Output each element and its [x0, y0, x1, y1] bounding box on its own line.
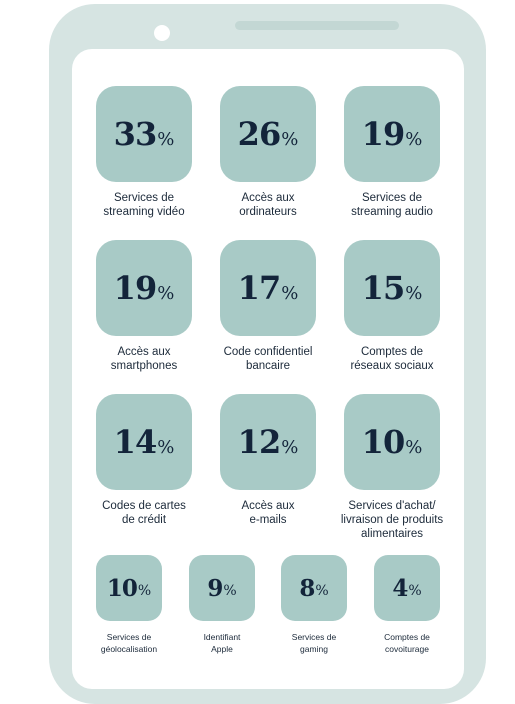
stat-unit: % [405, 128, 423, 150]
stat-label-line: streaming vidéo [103, 206, 185, 218]
stat-unit: % [281, 128, 299, 150]
stat-label-line: Code confidentiel [223, 346, 313, 358]
stat-tile-small: 9% [189, 555, 255, 621]
stat-label: Comptes de réseaux sociaux [322, 345, 462, 373]
stat-unit: % [281, 436, 299, 458]
stat-unit: % [223, 583, 237, 599]
stat-label-line: Codes de cartes [102, 500, 186, 512]
stat-tile: 10% [344, 394, 440, 490]
stat-label-line: livraison de produits [340, 514, 444, 526]
stat-unit: % [157, 282, 175, 304]
stat-value: 8 [299, 574, 315, 602]
stat-value: 17 [237, 269, 282, 307]
stat-tile-small: 8% [281, 555, 347, 621]
stat-unit: % [281, 282, 299, 304]
stat-tile-small: 10% [96, 555, 162, 621]
stat-value: 10 [106, 574, 138, 602]
stat-value: 19 [361, 115, 406, 153]
stat-label: Code confidentiel bancaire [198, 345, 338, 373]
stat-unit: % [408, 583, 422, 599]
stat-label: Comptes de covoiturage [357, 631, 457, 655]
stat-value: 4 [392, 574, 408, 602]
stat-label-line: Accès aux [117, 346, 171, 358]
stat-label: Services de streaming audio [322, 191, 462, 219]
stat-label-line: Identifiant [203, 632, 241, 642]
stat-label-line: ordinateurs [239, 206, 297, 218]
stat-unit: % [405, 436, 423, 458]
stat-tile: 17% [220, 240, 316, 336]
stat-unit: % [405, 282, 423, 304]
stat-label: Services de streaming vidéo [74, 191, 214, 219]
camera-dot [154, 25, 170, 41]
stat-tile: 14% [96, 394, 192, 490]
stat-label-line: Accès aux [241, 500, 295, 512]
stat-label-line: covoiturage [385, 644, 429, 654]
stat-label: Accès aux smartphones [74, 345, 214, 373]
stat-label: Codes de cartes de crédit [74, 499, 214, 527]
stat-value: 15 [361, 269, 406, 307]
stat-label: Services de géolocalisation [79, 631, 179, 655]
stat-label: Identifiant Apple [172, 631, 272, 655]
stat-unit: % [157, 436, 175, 458]
stat-label-line: géolocalisation [100, 644, 158, 654]
stat-label: Services de gaming [264, 631, 364, 655]
stat-label-line: Apple [211, 644, 233, 654]
speaker-bar [235, 21, 399, 30]
stat-unit: % [157, 128, 175, 150]
stat-value: 19 [113, 269, 158, 307]
stat-label-line: e-mails [249, 514, 287, 526]
stat-label: Accès aux e-mails [198, 499, 338, 527]
stat-label-line: Comptes de [384, 632, 430, 642]
stat-tile: 12% [220, 394, 316, 490]
stat-label: Services d'achat/livraison de produits al… [322, 499, 462, 541]
stat-label-line: alimentaires [361, 528, 423, 540]
stat-label-line: gaming [300, 644, 328, 654]
stat-label-line: streaming audio [351, 206, 433, 218]
stat-label-line: bancaire [245, 360, 291, 372]
stat-label-line: Accès aux [241, 192, 295, 204]
stat-label-line: Services de [361, 192, 423, 204]
stat-tile: 15% [344, 240, 440, 336]
stat-label-line: Services d'achat/ [348, 500, 436, 512]
stat-value: 9 [207, 574, 223, 602]
stat-label-line: réseaux sociaux [350, 360, 434, 372]
stat-tile: 19% [344, 86, 440, 182]
stat-tile-small: 4% [374, 555, 440, 621]
stat-label-line: Services de [113, 192, 175, 204]
stat-label-line: smartphones [110, 360, 178, 372]
stat-tile: 33% [96, 86, 192, 182]
stat-label-line: Comptes de [360, 346, 423, 358]
stat-value: 12 [237, 423, 282, 461]
stat-tile: 26% [220, 86, 316, 182]
stat-value: 10 [361, 423, 406, 461]
stat-unit: % [137, 583, 152, 599]
stat-unit: % [315, 583, 329, 599]
stat-value: 26 [237, 115, 282, 153]
stat-value: 33 [113, 115, 158, 153]
stat-label-line: Services de [291, 632, 337, 642]
stat-value: 14 [113, 423, 158, 461]
stat-label-line: de crédit [121, 514, 167, 526]
stat-label: Accès aux ordinateurs [198, 191, 338, 219]
stat-tile: 19% [96, 240, 192, 336]
stat-label-line: Services de [106, 632, 152, 642]
